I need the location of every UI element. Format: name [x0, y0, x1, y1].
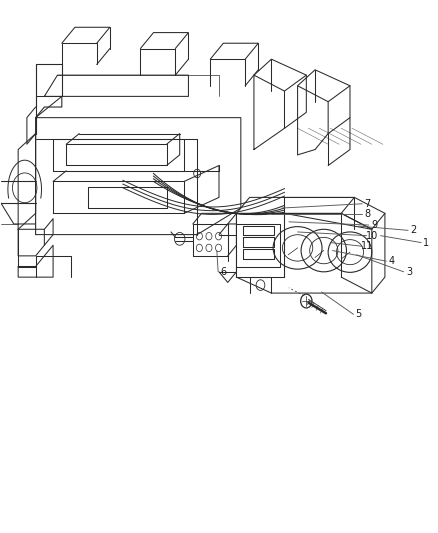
Text: 5: 5 — [356, 309, 362, 319]
Text: 2: 2 — [410, 225, 417, 236]
Text: 9: 9 — [371, 220, 377, 230]
Text: 11: 11 — [361, 241, 374, 251]
Text: 10: 10 — [366, 231, 378, 241]
Text: 3: 3 — [406, 267, 412, 277]
Text: 6: 6 — [220, 267, 226, 277]
Text: 8: 8 — [364, 209, 371, 220]
Text: 1: 1 — [424, 238, 429, 247]
Text: 7: 7 — [364, 199, 371, 209]
Text: 4: 4 — [389, 256, 395, 266]
